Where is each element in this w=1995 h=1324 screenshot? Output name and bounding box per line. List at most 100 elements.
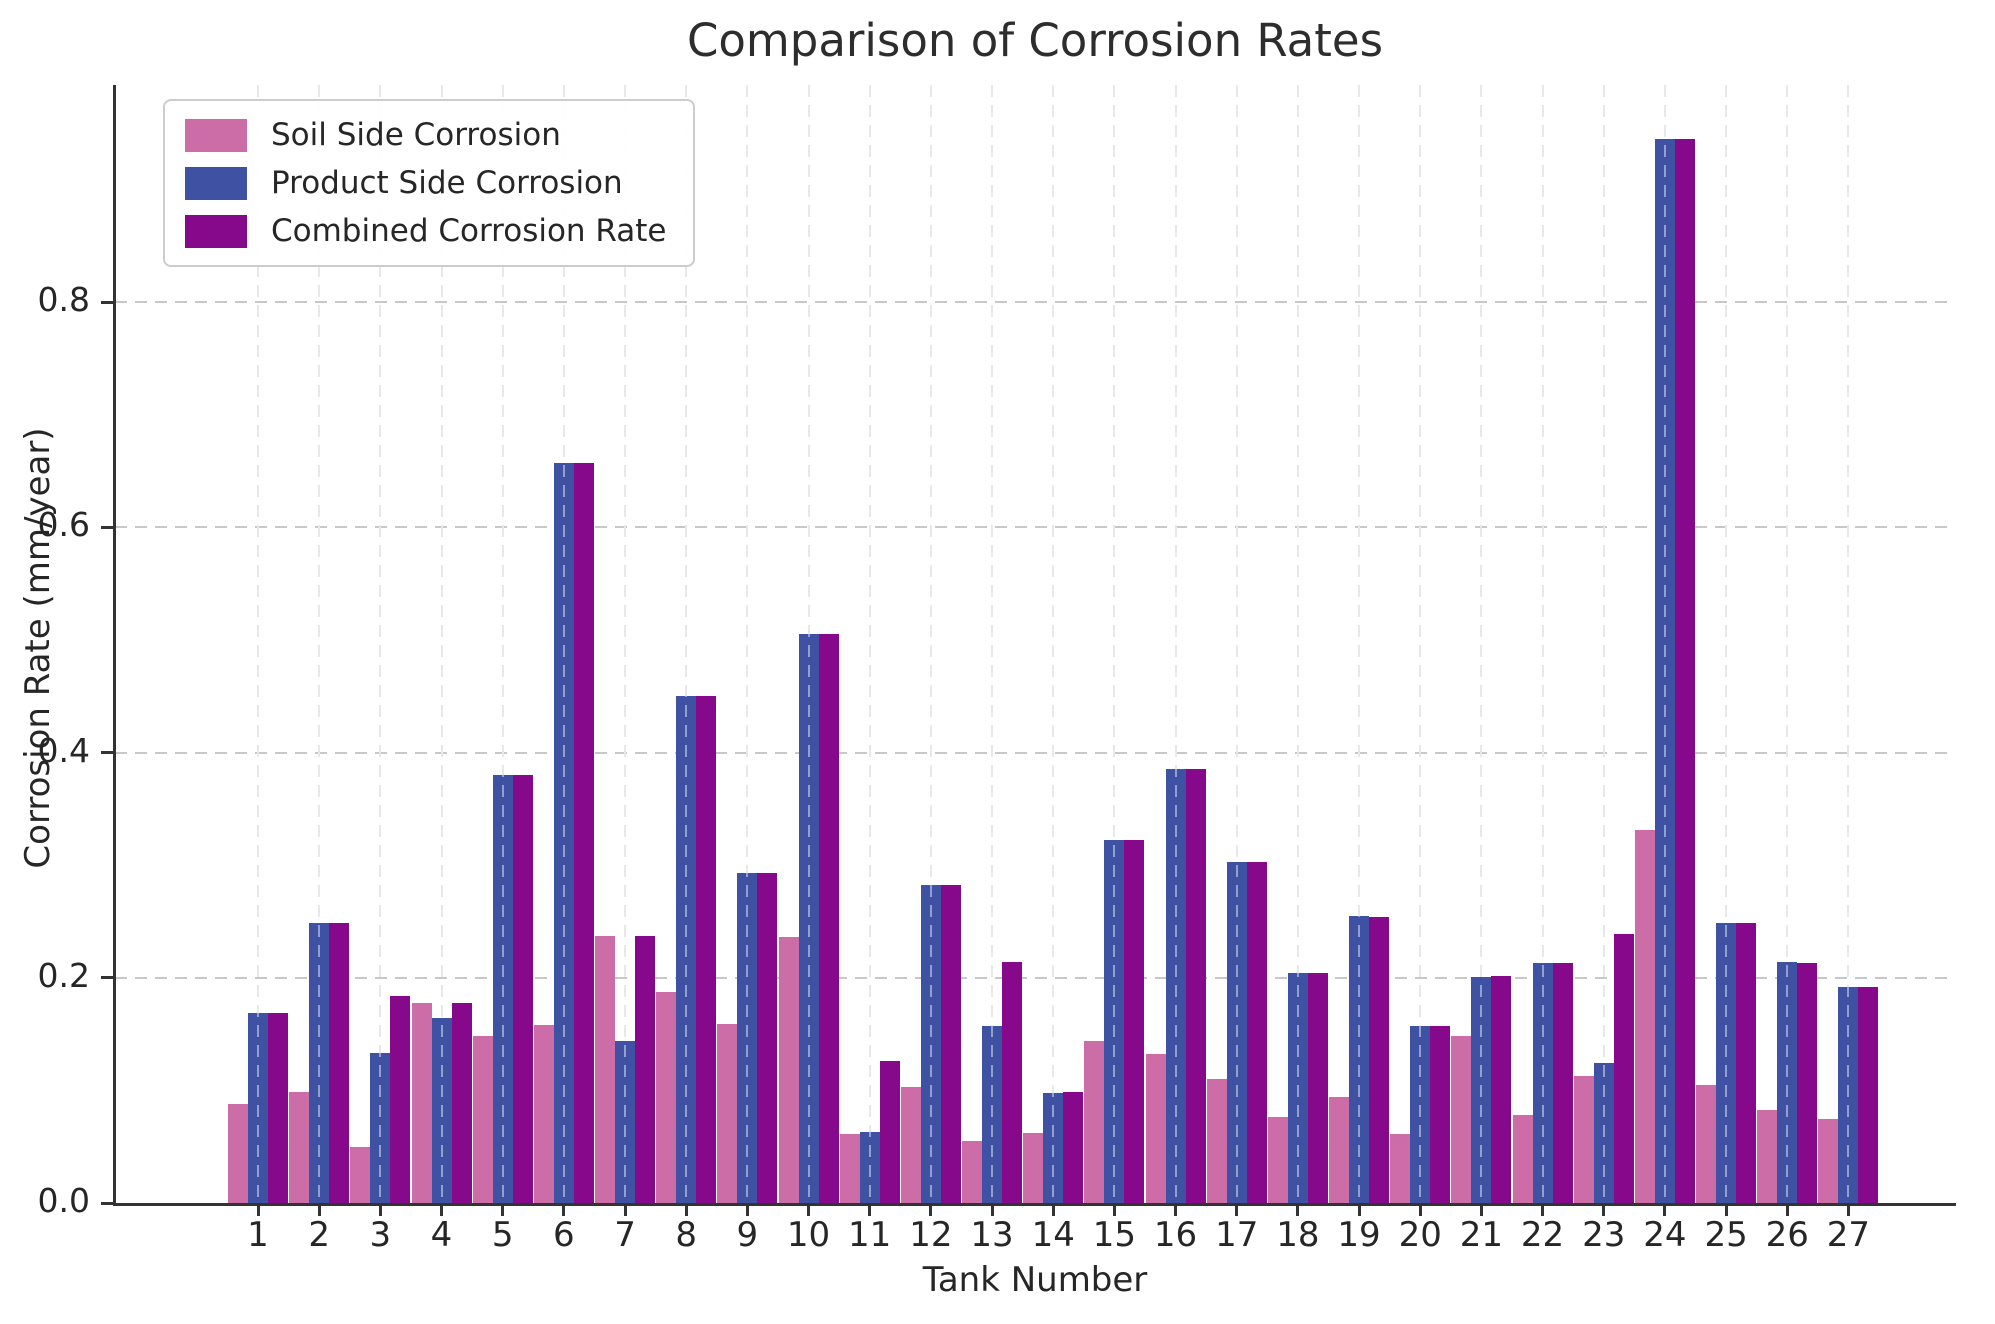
y-tick — [101, 525, 115, 529]
y-tick — [101, 751, 115, 755]
x-tick — [256, 1206, 260, 1216]
x-tick-label: 9 — [736, 1215, 759, 1255]
bar-product-side-corrosion-tank-6 — [553, 463, 574, 1203]
x-gridline — [1113, 85, 1116, 1203]
bar-soil-side-corrosion-tank-19 — [1329, 1097, 1350, 1203]
x-gridline-overlay — [1174, 85, 1177, 1203]
bar-soil-side-corrosion-tank-13 — [962, 1141, 983, 1203]
bar-combined-corrosion-rate-tank-26 — [1797, 963, 1818, 1203]
bar-product-side-corrosion-tank-12 — [920, 885, 941, 1203]
x-tick-label: 7 — [614, 1215, 636, 1255]
bar-soil-side-corrosion-tank-22 — [1512, 1115, 1533, 1203]
x-tick-label: 6 — [553, 1215, 575, 1255]
bar-combined-corrosion-rate-tank-25 — [1736, 922, 1757, 1203]
bar-combined-corrosion-rate-tank-13 — [1002, 962, 1023, 1203]
x-gridline — [1174, 85, 1177, 1203]
x-tick-label: 21 — [1459, 1215, 1504, 1255]
x-tick — [684, 1206, 688, 1216]
bar-soil-side-corrosion-tank-23 — [1573, 1075, 1594, 1203]
bar-product-side-corrosion-tank-17 — [1226, 861, 1247, 1203]
x-tick-label: 18 — [1276, 1215, 1320, 1255]
bar-soil-side-corrosion-tank-9 — [717, 1023, 738, 1203]
x-tick — [562, 1206, 566, 1216]
x-tick — [745, 1206, 749, 1216]
x-tick-label: 11 — [848, 1215, 892, 1255]
x-tick-label: 13 — [970, 1215, 1014, 1255]
y-gridline — [115, 976, 1955, 979]
bar-combined-corrosion-rate-tank-21 — [1491, 975, 1512, 1203]
x-gridline-overlay — [929, 85, 932, 1203]
bar-combined-corrosion-rate-tank-19 — [1369, 916, 1390, 1203]
y-tick — [101, 1201, 115, 1205]
y-tick-label: 0.2 — [37, 955, 90, 995]
bar-product-side-corrosion-tank-8 — [676, 696, 697, 1203]
x-tick — [1174, 1206, 1178, 1216]
x-gridline — [685, 85, 688, 1203]
x-tick-label: 2 — [308, 1215, 330, 1255]
x-tick — [929, 1206, 933, 1216]
x-tick-label: 12 — [909, 1215, 953, 1255]
x-tick — [623, 1206, 627, 1216]
x-gridline-overlay — [991, 85, 994, 1203]
bar-product-side-corrosion-tank-22 — [1532, 963, 1553, 1203]
bar-product-side-corrosion-tank-14 — [1043, 1092, 1064, 1203]
legend-label: Combined Corrosion Rate — [271, 213, 667, 249]
bar-soil-side-corrosion-tank-4 — [411, 1002, 432, 1203]
bar-soil-side-corrosion-tank-24 — [1634, 830, 1655, 1203]
bar-combined-corrosion-rate-tank-17 — [1246, 861, 1267, 1203]
bar-combined-corrosion-rate-tank-1 — [268, 1012, 288, 1203]
x-gridline-overlay — [1725, 85, 1728, 1203]
x-tick-label: 26 — [1765, 1215, 1809, 1255]
y-tick-label: 0.4 — [37, 730, 90, 770]
bar-soil-side-corrosion-tank-10 — [778, 937, 799, 1203]
bar-soil-side-corrosion-tank-15 — [1084, 1040, 1105, 1203]
x-tick — [1357, 1206, 1361, 1216]
x-gridline — [1725, 85, 1728, 1203]
x-gridline-overlay — [562, 85, 565, 1203]
x-tick — [1602, 1206, 1606, 1216]
x-gridline — [1541, 85, 1544, 1203]
bar-soil-side-corrosion-tank-25 — [1696, 1084, 1717, 1203]
bar-product-side-corrosion-tank-25 — [1716, 922, 1737, 1203]
bar-combined-corrosion-rate-tank-23 — [1613, 933, 1634, 1203]
x-tick-label: 5 — [491, 1215, 514, 1255]
x-gridline — [1052, 85, 1055, 1203]
x-tick — [1418, 1206, 1422, 1216]
x-tick — [1479, 1206, 1483, 1216]
x-tick-label: 24 — [1643, 1215, 1687, 1255]
x-axis-label: Tank Number — [922, 1260, 1148, 1300]
x-tick — [1846, 1206, 1850, 1216]
x-gridline — [991, 85, 994, 1203]
x-tick-label: 1 — [247, 1215, 269, 1255]
bar-product-side-corrosion-tank-7 — [615, 1040, 636, 1203]
bar-product-side-corrosion-tank-2 — [309, 922, 330, 1203]
x-tick-label: 22 — [1520, 1215, 1565, 1255]
bar-product-side-corrosion-tank-3 — [370, 1053, 391, 1203]
bar-combined-corrosion-rate-tank-14 — [1063, 1091, 1084, 1203]
x-tick — [317, 1206, 321, 1216]
y-gridline — [115, 526, 1955, 529]
y-tick-label: 0.8 — [37, 280, 90, 320]
bar-combined-corrosion-rate-tank-15 — [1124, 840, 1145, 1203]
bar-soil-side-corrosion-tank-26 — [1757, 1109, 1778, 1203]
x-gridline-overlay — [440, 85, 443, 1203]
bar-product-side-corrosion-tank-18 — [1287, 973, 1308, 1203]
x-gridline-overlay — [868, 85, 871, 1203]
bar-product-side-corrosion-tank-10 — [798, 634, 819, 1203]
y-axis-label: Corrosion Rate (mm/year) — [18, 427, 58, 869]
x-tick — [1112, 1206, 1116, 1216]
x-tick — [1724, 1206, 1728, 1216]
bar-product-side-corrosion-tank-5 — [492, 775, 513, 1203]
x-gridline — [1786, 85, 1789, 1203]
x-tick-label: 27 — [1826, 1215, 1871, 1255]
x-gridline-overlay — [1663, 85, 1666, 1203]
bar-combined-corrosion-rate-tank-27 — [1858, 986, 1879, 1203]
bar-soil-side-corrosion-tank-27 — [1818, 1118, 1839, 1203]
x-tick — [807, 1206, 811, 1216]
x-gridline-overlay — [1296, 85, 1299, 1203]
bar-product-side-corrosion-tank-23 — [1593, 1063, 1614, 1203]
x-tick-label: 23 — [1582, 1215, 1626, 1255]
bar-combined-corrosion-rate-tank-12 — [940, 885, 961, 1203]
x-tick — [440, 1206, 443, 1216]
